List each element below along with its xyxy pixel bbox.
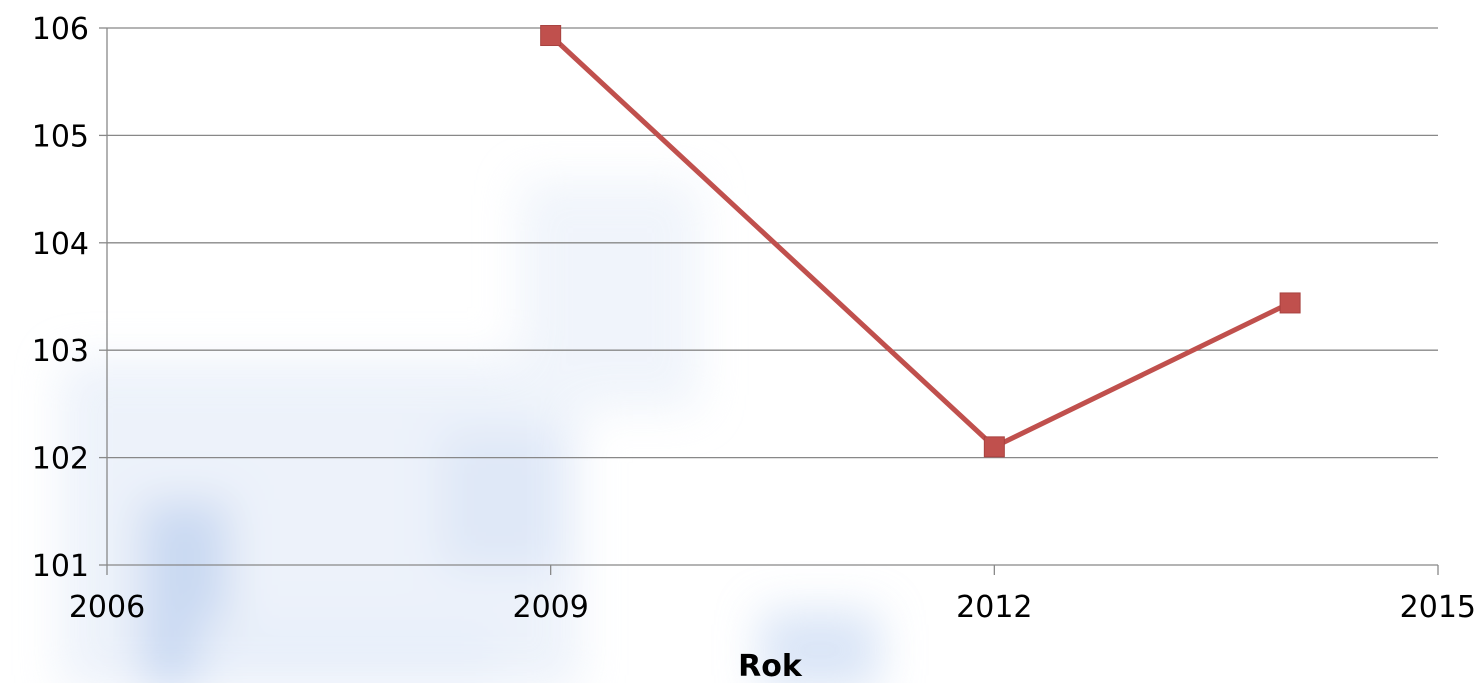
background-decoration <box>60 180 880 687</box>
data-point-2014 <box>1279 292 1301 314</box>
y-tick-label-102: 102 <box>32 442 89 477</box>
data-point-2009 <box>540 25 562 47</box>
x-tick-label-2006: 2006 <box>69 590 145 625</box>
y-tick-label-105: 105 <box>32 119 89 154</box>
y-axis-tick-labels: 101 102 103 104 105 106 <box>32 12 89 584</box>
series-layer <box>540 25 1301 458</box>
grid-lines <box>107 27 1438 459</box>
x-tick-label-2015: 2015 <box>1400 590 1476 625</box>
y-tick-label-106: 106 <box>32 12 89 47</box>
x-axis-tick-labels: 2006 2009 2012 2015 <box>69 590 1476 625</box>
data-point-2012 <box>983 436 1005 458</box>
y-tick-label-103: 103 <box>32 334 89 369</box>
x-tick-label-2009: 2009 <box>512 590 588 625</box>
y-tick-label-101: 101 <box>32 549 89 584</box>
axes <box>99 27 1439 575</box>
x-tick-label-2012: 2012 <box>956 590 1032 625</box>
x-axis-title: Rok <box>738 649 803 683</box>
y-tick-label-104: 104 <box>32 227 89 262</box>
